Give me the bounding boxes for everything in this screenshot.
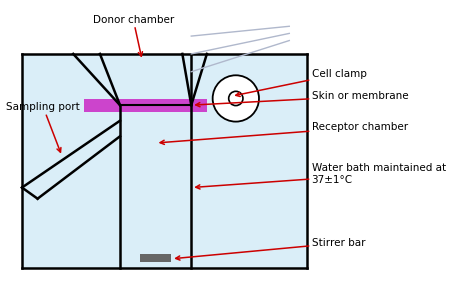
FancyBboxPatch shape (140, 254, 171, 262)
Text: Donor chamber: Donor chamber (93, 15, 174, 56)
Text: Skin or membrane: Skin or membrane (196, 91, 408, 107)
Text: Sampling port: Sampling port (6, 102, 80, 152)
Text: Cell clamp: Cell clamp (236, 69, 366, 96)
Circle shape (213, 75, 259, 122)
FancyBboxPatch shape (22, 54, 307, 268)
Circle shape (228, 91, 243, 106)
Text: Receptor chamber: Receptor chamber (160, 122, 408, 144)
Text: Water bath maintained at
37±1°C: Water bath maintained at 37±1°C (196, 163, 446, 189)
FancyBboxPatch shape (84, 99, 207, 112)
Text: Stirrer bar: Stirrer bar (176, 238, 365, 260)
